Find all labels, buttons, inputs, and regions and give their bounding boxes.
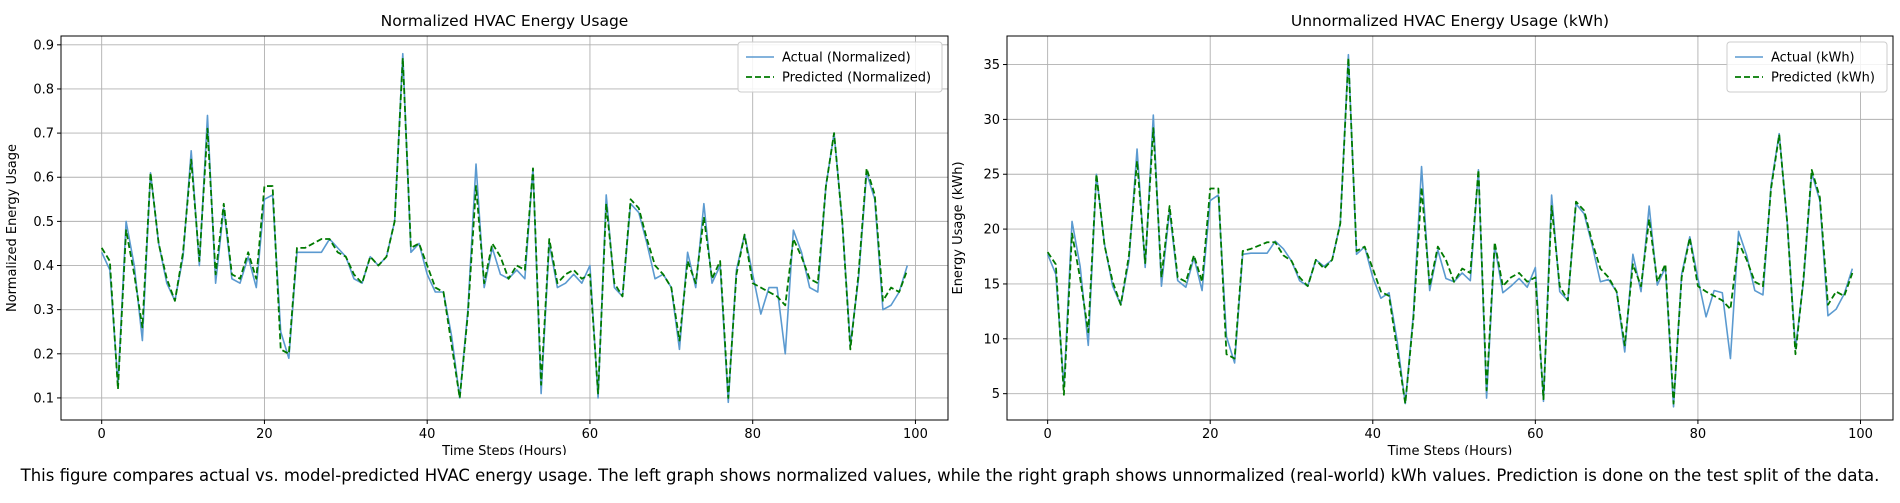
y-tick-label: 0.5 [33, 215, 54, 230]
x-tick-label: 80 [744, 427, 761, 442]
x-tick-label: 0 [1044, 427, 1052, 442]
y-axis-label: Energy Usage (kWh) [951, 161, 966, 294]
y-tick-label: 0.2 [33, 347, 54, 362]
x-tick-label: 20 [256, 427, 273, 442]
y-tick-label: 0.9 [33, 38, 54, 53]
x-tick-label: 40 [1365, 427, 1382, 442]
chart-panel-normalized: 0 20 40 60 80 100 0.1 0.2 0.3 0.4 0.5 0.6 0.7 0.8 0.9 N… [5, 12, 949, 455]
legend-label-predicted: Predicted (kWh) [1771, 71, 1875, 86]
series-line-predicted [1046, 57, 1854, 405]
y-tick-label: 10 [983, 332, 1000, 347]
figure: 0 20 40 60 80 1000.10.20.30.40.50.60.70.80.9N… [5, 12, 1894, 455]
y-tick-label: 15 [983, 277, 1000, 292]
legend-label-actual: Actual (kWh) [1771, 51, 1855, 66]
legend-label-predicted: Predicted (Normalized) [782, 71, 931, 86]
series-line-actual [1046, 53, 1854, 408]
legend-box [737, 41, 943, 93]
x-tick-label: 40 [419, 427, 436, 442]
y-tick-label: 20 [983, 223, 1000, 238]
x-tick-label: 60 [1527, 427, 1544, 442]
x-tick-label: 60 [582, 427, 599, 442]
legend-label-actual: Actual (Normalized) [782, 51, 911, 66]
y-tick-label: 25 [983, 168, 1000, 183]
legend-box [1726, 41, 1888, 93]
y-axis-label: Normalized Energy Usage [5, 144, 20, 312]
legend: Actual (kWh) Predicted (kWh) [1726, 41, 1888, 93]
y-tick-label: 0.1 [33, 391, 54, 406]
x-axis-label: Time Steps (Hours) [441, 444, 567, 455]
plot-area-frame [1006, 35, 1894, 421]
x-tick-label: 100 [1848, 427, 1873, 442]
y-tick-label: 0.7 [33, 127, 54, 142]
legend: Actual (Normalized) Predicted (Normalized… [737, 41, 943, 93]
y-tick-label: 0.3 [33, 303, 54, 318]
plot-area-frame [60, 35, 949, 421]
x-tick-label: 20 [1202, 427, 1219, 442]
chart-panel-unnormalized: 0 20 40 60 80 100 5 10 15 20 25 30 35 Unnormalized HV… [951, 12, 1894, 455]
y-tick-label: 30 [983, 113, 1000, 128]
chart-title: Normalized HVAC Energy Usage [381, 12, 629, 30]
x-tick-label: 80 [1690, 427, 1707, 442]
y-tick-label: 0.6 [33, 171, 54, 186]
x-tick-label: 100 [903, 427, 928, 442]
y-tick-label: 0.8 [33, 82, 54, 97]
y-tick-label: 35 [983, 58, 1000, 73]
y-tick-label: 0.4 [33, 259, 54, 274]
y-tick-label: 5 [992, 387, 1000, 402]
series-line-actual [100, 52, 909, 404]
chart-title: Unnormalized HVAC Energy Usage (kWh) [1291, 12, 1609, 30]
figure-caption: This figure compares actual vs. model-pr… [20, 466, 1880, 485]
series-line-predicted [100, 57, 909, 399]
x-tick-label: 0 [98, 427, 106, 442]
x-axis-label: Time Steps (Hours) [1387, 444, 1513, 455]
